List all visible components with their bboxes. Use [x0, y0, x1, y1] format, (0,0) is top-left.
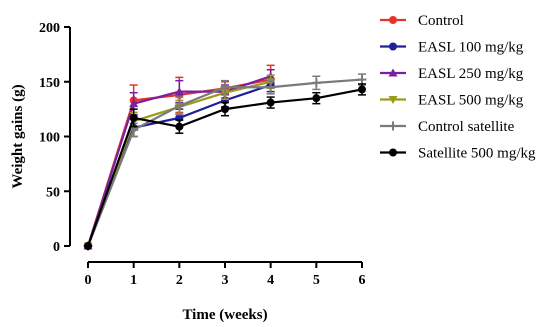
data-point — [266, 82, 276, 92]
legend-marker — [388, 121, 398, 131]
data-point — [221, 105, 229, 114]
x-ticks: 0 1 2 3 4 5 6 — [85, 262, 366, 288]
x-tick-label: 2 — [176, 273, 183, 288]
data-point — [358, 85, 366, 94]
legend-entry: EASL 250 mg/kg — [380, 66, 524, 82]
data-point — [266, 98, 275, 107]
x-axis-title: Time (weeks) — [182, 307, 267, 323]
data-point — [311, 78, 321, 88]
x-tick-label: 3 — [222, 273, 229, 288]
data-point — [84, 242, 92, 250]
legend-label: EASL 100 mg/kg — [418, 40, 524, 56]
y-ticks: 0 50 100 150 200 — [39, 21, 70, 255]
y-tick-label: 50 — [46, 185, 60, 200]
y-tick-label: 0 — [53, 240, 60, 255]
x-tick-label: 0 — [85, 273, 92, 288]
data-point — [129, 113, 138, 122]
data-point — [220, 82, 230, 92]
data-point — [174, 101, 184, 111]
series-4 — [83, 73, 367, 251]
legend-entry: Satellite 500 mg/kg — [380, 146, 536, 162]
legend-label: Control satellite — [418, 119, 515, 135]
axes — [69, 27, 362, 263]
y-tick-label: 150 — [39, 76, 60, 91]
data-point — [175, 122, 184, 131]
legend-label: Control — [418, 13, 464, 29]
data-point — [357, 75, 367, 85]
y-axis-title: Weight gains (g) — [10, 84, 26, 188]
x-tick-label: 4 — [267, 273, 274, 288]
y-tick-label: 200 — [39, 21, 60, 36]
legend-label: EASL 250 mg/kg — [418, 66, 524, 82]
legend-label: EASL 500 mg/kg — [418, 93, 524, 109]
legend-entry: Control satellite — [380, 119, 515, 135]
data-point — [312, 94, 321, 103]
legend-entry: EASL 100 mg/kg — [380, 40, 524, 56]
x-tick-label: 5 — [313, 273, 320, 288]
legend-label: Satellite 500 mg/kg — [418, 146, 536, 162]
legend-entry: EASL 500 mg/kg — [380, 93, 524, 109]
legend-marker — [388, 68, 398, 77]
x-tick-label: 6 — [359, 273, 366, 288]
x-tick-label: 1 — [130, 273, 137, 288]
legend-marker — [389, 148, 397, 157]
data-point — [174, 87, 184, 96]
legend-marker — [388, 96, 398, 104]
data-point — [129, 99, 139, 108]
legend-marker — [389, 16, 397, 24]
series-5 — [84, 83, 366, 250]
y-tick-label: 100 — [39, 131, 60, 146]
legend: Control EASL 100 mg/kg EASL 250 mg/kg EASL … — [380, 13, 536, 162]
legend-entry: Control — [380, 13, 464, 29]
legend-marker — [389, 42, 397, 51]
plot-area — [83, 64, 367, 251]
